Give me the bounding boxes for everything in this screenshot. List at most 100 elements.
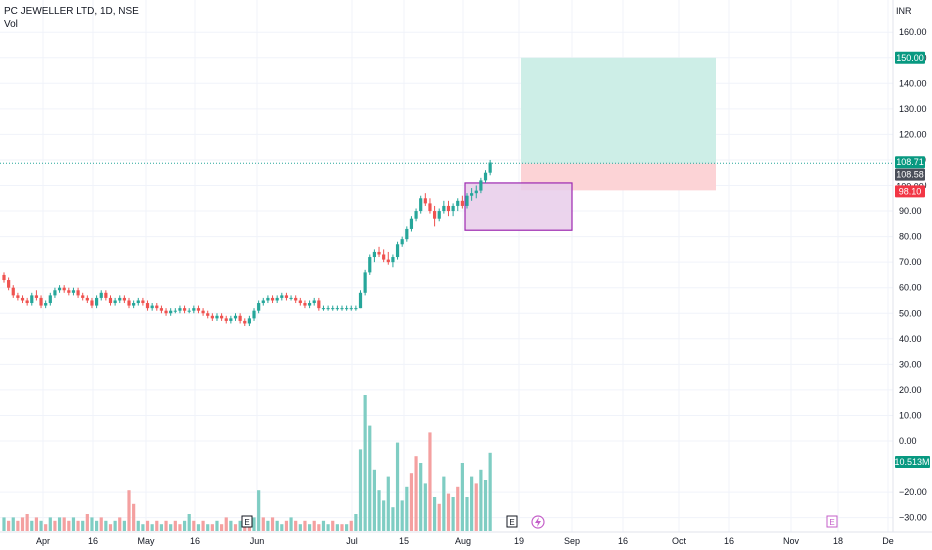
candle[interactable]: [331, 308, 335, 310]
candle[interactable]: [442, 205, 446, 212]
candle[interactable]: [44, 303, 48, 306]
candle[interactable]: [196, 308, 201, 311]
candle[interactable]: [210, 315, 214, 319]
candle[interactable]: [289, 297, 293, 299]
candle[interactable]: [270, 297, 275, 301]
candle[interactable]: [386, 259, 390, 263]
candle[interactable]: [25, 300, 29, 304]
candle[interactable]: [224, 318, 228, 321]
candle[interactable]: [252, 310, 256, 319]
candle[interactable]: [326, 308, 330, 310]
candle[interactable]: [280, 295, 284, 298]
candle[interactable]: [382, 254, 386, 260]
candle[interactable]: [465, 195, 469, 206]
candle[interactable]: [405, 228, 409, 240]
candle[interactable]: [62, 287, 66, 291]
candle[interactable]: [321, 308, 326, 310]
candle[interactable]: [479, 180, 483, 191]
candle[interactable]: [67, 290, 71, 293]
candle[interactable]: [340, 308, 344, 310]
candle[interactable]: [206, 313, 210, 316]
candle[interactable]: [220, 315, 224, 319]
future-earnings-marker[interactable]: E: [826, 515, 838, 528]
candle[interactable]: [307, 303, 312, 306]
candle[interactable]: [81, 295, 85, 298]
candle[interactable]: [90, 300, 94, 306]
candle[interactable]: [192, 308, 196, 311]
currency-label[interactable]: INR: [896, 6, 912, 16]
entry-price-tag[interactable]: 108.58: [895, 168, 925, 181]
candle[interactable]: [30, 295, 34, 304]
candle[interactable]: [456, 200, 460, 206]
candle[interactable]: [164, 310, 168, 314]
volume-label[interactable]: Vol: [4, 19, 18, 30]
candle[interactable]: [201, 310, 205, 314]
candle[interactable]: [132, 303, 136, 306]
candle[interactable]: [474, 190, 478, 194]
earnings-marker[interactable]: E: [506, 515, 518, 528]
candle[interactable]: [372, 251, 376, 258]
candle[interactable]: [354, 308, 358, 310]
stop-price-tag[interactable]: 98.10: [895, 185, 925, 198]
candle[interactable]: [243, 320, 247, 324]
candle[interactable]: [169, 310, 173, 314]
dividend-icon[interactable]: [531, 515, 545, 529]
candle[interactable]: [395, 244, 400, 258]
candle[interactable]: [187, 310, 191, 312]
candle[interactable]: [294, 297, 298, 301]
target-zone[interactable]: [521, 57, 716, 164]
candle[interactable]: [432, 211, 437, 219]
candle[interactable]: [104, 292, 108, 298]
candle[interactable]: [71, 290, 76, 293]
symbol-title[interactable]: PC JEWELLER LTD, 1D, NSE: [4, 6, 139, 17]
candle[interactable]: [317, 300, 321, 309]
candle[interactable]: [275, 297, 279, 301]
candle[interactable]: [437, 211, 441, 219]
candle[interactable]: [419, 198, 423, 212]
candle[interactable]: [229, 318, 233, 321]
candle[interactable]: [414, 211, 418, 219]
candle[interactable]: [108, 297, 113, 304]
candle[interactable]: [113, 300, 117, 304]
last-price-tag[interactable]: 108.71: [895, 156, 925, 169]
candle[interactable]: [358, 292, 363, 309]
candle[interactable]: [95, 297, 99, 306]
time-axis[interactable]: [0, 532, 893, 550]
candle[interactable]: [182, 308, 187, 311]
candle[interactable]: [150, 305, 154, 309]
candle[interactable]: [57, 287, 62, 291]
candle[interactable]: [34, 295, 39, 298]
candle[interactable]: [48, 295, 52, 304]
candle[interactable]: [118, 297, 122, 301]
candle[interactable]: [247, 318, 251, 324]
drawn-rectangle[interactable]: [464, 182, 573, 231]
candle[interactable]: [215, 315, 219, 319]
volume-value-tag[interactable]: 10.513M: [894, 456, 930, 468]
candle[interactable]: [53, 290, 57, 296]
candle[interactable]: [446, 205, 451, 212]
candle[interactable]: [141, 300, 145, 304]
candle[interactable]: [298, 300, 302, 304]
candle[interactable]: [127, 300, 131, 306]
candle[interactable]: [284, 295, 289, 298]
candle[interactable]: [261, 300, 265, 304]
candle[interactable]: [400, 239, 404, 245]
candle[interactable]: [20, 297, 25, 301]
candle[interactable]: [39, 297, 43, 306]
candle[interactable]: [145, 303, 150, 309]
candle[interactable]: [428, 203, 432, 212]
candle[interactable]: [409, 218, 414, 229]
candle[interactable]: [76, 290, 80, 296]
candle[interactable]: [470, 193, 474, 196]
candle[interactable]: [335, 308, 339, 310]
candle[interactable]: [377, 251, 381, 255]
candle[interactable]: [238, 315, 242, 321]
candle[interactable]: [122, 297, 126, 301]
candle[interactable]: [363, 272, 367, 293]
candle[interactable]: [266, 297, 270, 301]
candle[interactable]: [368, 257, 372, 273]
candle[interactable]: [85, 297, 89, 301]
candle[interactable]: [423, 198, 427, 204]
